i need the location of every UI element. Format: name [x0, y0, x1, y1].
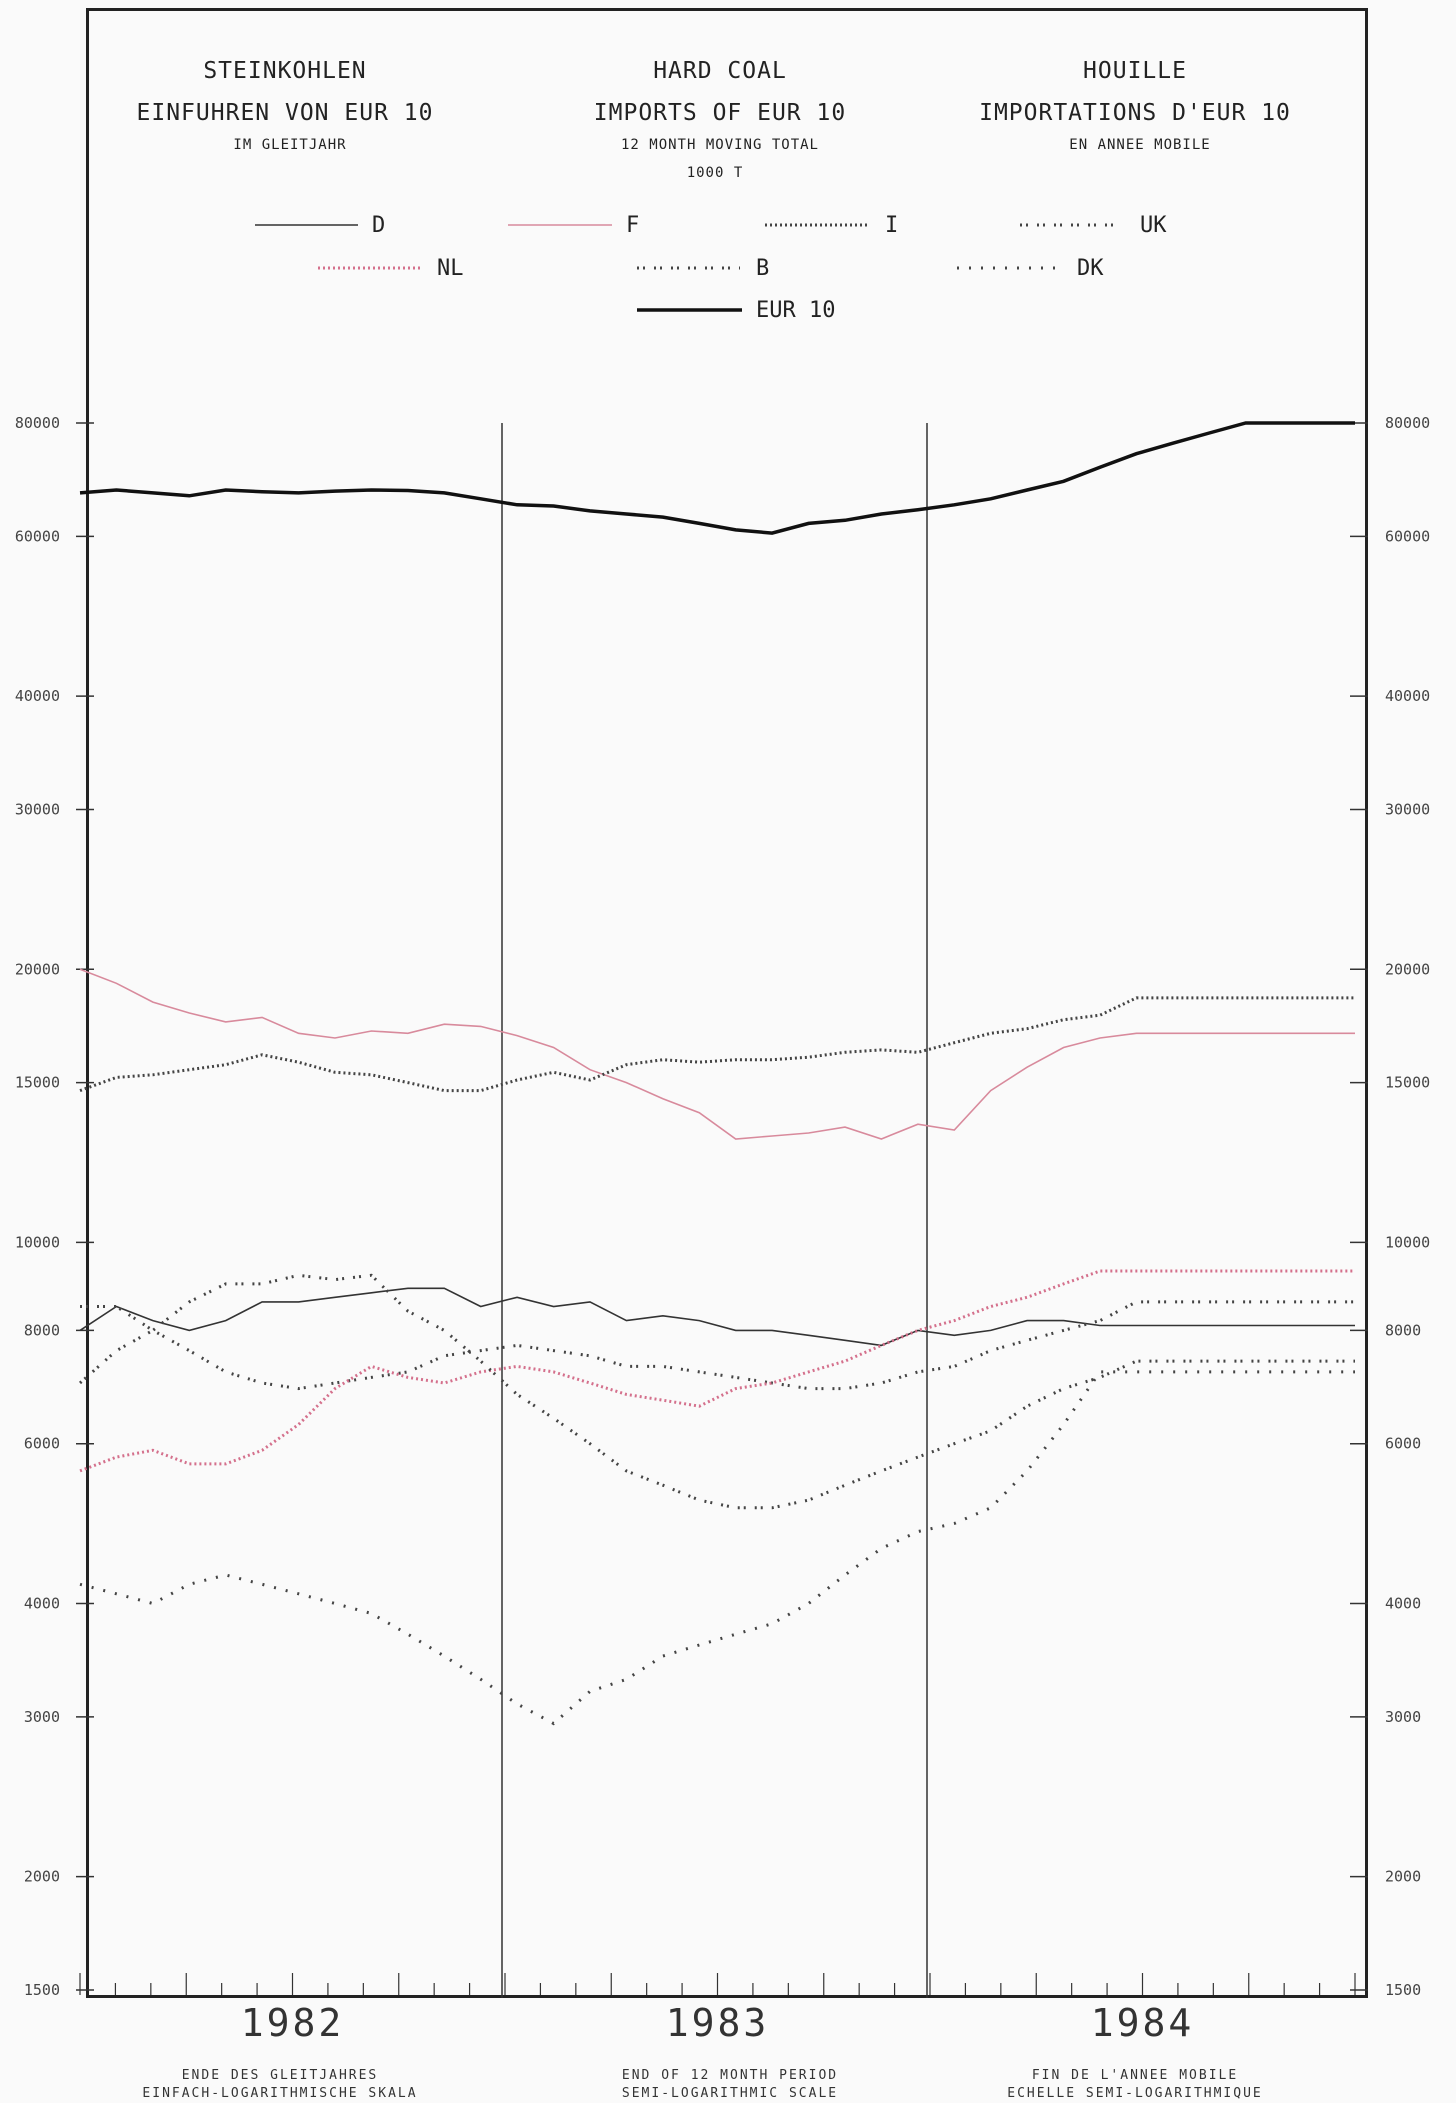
- series-line-b: [79, 1273, 1355, 1510]
- ytick-label-left: 30000: [15, 801, 60, 819]
- ytick-label-left: 4000: [24, 1594, 60, 1612]
- footer-de-line1: ENDE DES GLEITJAHRES: [181, 2068, 379, 2083]
- footer-de: ENDE DES GLEITJAHRES EINFACH-LOGARITHMIS…: [105, 2067, 455, 2103]
- footer-en: END OF 12 MONTH PERIOD SEMI-LOGARITHMIC …: [555, 2067, 905, 2103]
- legend-label-dk: DK: [1077, 256, 1104, 281]
- legend-label-nl: NL: [437, 256, 464, 281]
- title-fr-sub: IMPORTATIONS D'EUR 10: [979, 100, 1291, 126]
- ytick-label-left: 6000: [24, 1435, 60, 1453]
- title-fr-note: EN ANNEE MOBILE: [1069, 137, 1211, 153]
- title-en-note: 12 MONTH MOVING TOTAL: [620, 137, 819, 153]
- legend-label-uk: UK: [1140, 213, 1167, 238]
- ytick-label-right: 6000: [1385, 1435, 1421, 1453]
- ytick-label-right: 30000: [1385, 801, 1430, 819]
- ytick-label-right: 60000: [1385, 527, 1430, 545]
- chart-series: [79, 421, 1355, 1726]
- title-fr-main: HOUILLE: [1083, 58, 1187, 84]
- title-de-main: STEINKOHLEN: [203, 58, 367, 84]
- series-line-f: [79, 968, 1355, 1140]
- ytick-label-left: 20000: [15, 960, 60, 978]
- ytick-label-left: 3000: [24, 1708, 60, 1726]
- year-label-1984: 1984: [1091, 2001, 1195, 2045]
- footer-en-line2: SEMI-LOGARITHMIC SCALE: [621, 2086, 839, 2101]
- footer-de-line2: EINFACH-LOGARITHMISCHE SKALA: [142, 2086, 418, 2101]
- series-line-dk: [79, 1370, 1355, 1726]
- legend-label-i: I: [885, 213, 898, 238]
- series-line-i: [79, 996, 1355, 1093]
- ytick-label-right: 20000: [1385, 960, 1430, 978]
- ytick-label-left: 40000: [15, 687, 60, 705]
- footer-fr: FIN DE L'ANNEE MOBILE ECHELLE SEMI-LOGAR…: [960, 2067, 1310, 2103]
- chart-frame: [86, 8, 1368, 1998]
- ytick-label-left: 8000: [24, 1321, 60, 1339]
- ytick-label-left: 15000: [15, 1074, 60, 1092]
- footer-fr-line1: FIN DE L'ANNEE MOBILE: [1031, 2068, 1239, 2083]
- ytick-label-left: 2000: [24, 1868, 60, 1886]
- ytick-label-right: 40000: [1385, 687, 1430, 705]
- title-en-sub: IMPORTS OF EUR 10: [593, 100, 847, 126]
- footer-fr-line2: ECHELLE SEMI-LOGARITHMIQUE: [1007, 2086, 1263, 2101]
- series-line-uk: [80, 1300, 1355, 1391]
- ytick-label-right: 1500: [1385, 1981, 1421, 1999]
- year-label-1982: 1982: [241, 2001, 345, 2045]
- series-line-eur-10: [79, 421, 1355, 535]
- legend-label-f: F: [626, 213, 639, 238]
- title-de-sub: EINFUHREN VON EUR 10: [136, 100, 434, 126]
- ytick-label-left: 60000: [15, 527, 60, 545]
- legend-label-eur-10: EUR 10: [756, 298, 835, 323]
- ytick-label-right: 15000: [1385, 1074, 1430, 1092]
- series-line-d: [79, 1287, 1355, 1347]
- chart-axes: 80000 80000 60000 60000 40000 40000 30000 30000…: [15, 414, 1430, 2045]
- ytick-label-right: 80000: [1385, 414, 1430, 432]
- ytick-label-right: 4000: [1385, 1594, 1421, 1612]
- ytick-label-right: 3000: [1385, 1708, 1421, 1726]
- series-line-nl: [79, 1269, 1355, 1473]
- ytick-label-left: 80000: [15, 414, 60, 432]
- chart-legend: D F I UK NL B DK EUR 10: [255, 213, 1167, 323]
- legend-label-b: B: [756, 256, 769, 281]
- title-de-note: IM GLEITJAHR: [233, 137, 347, 153]
- ytick-label-right: 10000: [1385, 1233, 1430, 1251]
- ytick-label-left: 10000: [15, 1233, 60, 1251]
- title-en-unit: 1000 T: [686, 165, 744, 181]
- title-en-main: HARD COAL: [653, 58, 787, 84]
- year-label-1983: 1983: [666, 2001, 770, 2045]
- ytick-label-right: 8000: [1385, 1321, 1421, 1339]
- ytick-label-left: 1500: [24, 1981, 60, 1999]
- legend-label-d: D: [372, 213, 385, 238]
- ytick-label-right: 2000: [1385, 1868, 1421, 1886]
- footer-en-line1: END OF 12 MONTH PERIOD: [621, 2068, 839, 2083]
